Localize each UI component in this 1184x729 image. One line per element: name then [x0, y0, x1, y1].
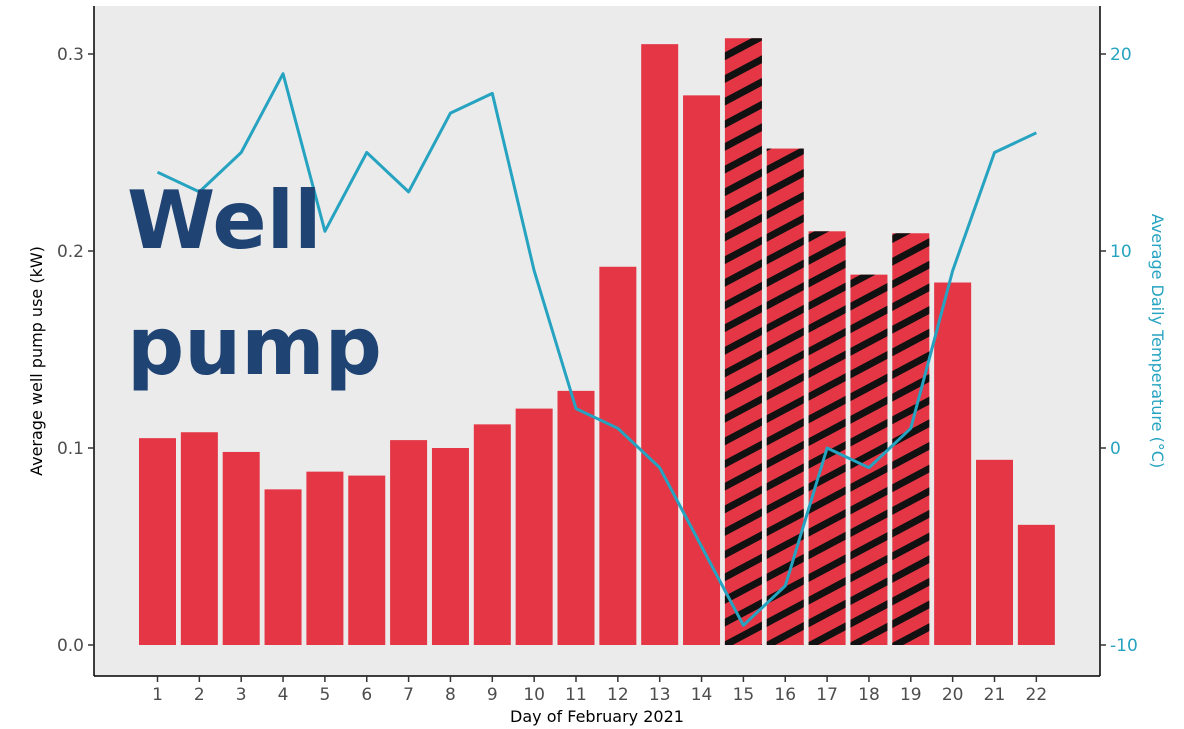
y-tick-label: 0.3: [57, 45, 84, 65]
bar: [599, 266, 637, 645]
bar: [515, 408, 553, 645]
y2-axis-title: Average Daily Temperature (°C): [1148, 214, 1167, 468]
x-tick-label: 13: [649, 685, 671, 705]
bar: [976, 459, 1013, 645]
bar-hatch: [808, 231, 846, 646]
bar: [557, 390, 595, 645]
x-tick-label: 12: [607, 685, 629, 705]
temperature-line: [156, 72, 1037, 627]
x-axis-ticks: 1 2 3 4 5 6 7 8 9 10 11 12 13 14 15 16 17 18 19 20 21 22: [152, 676, 1047, 705]
y-axis-title: Average well pump use (kW): [27, 246, 46, 476]
y2-tick-label: 0: [1110, 439, 1121, 459]
y2-tick-label: 10: [1110, 242, 1132, 262]
bar: [431, 448, 469, 645]
x-tick-label: 21: [984, 685, 1006, 705]
x-tick-label: 1: [152, 685, 163, 705]
x-tick-label: 5: [319, 685, 330, 705]
bar: [348, 475, 386, 645]
x-tick-label: 4: [278, 685, 289, 705]
bar-series: [139, 38, 1055, 646]
x-tick-label: 19: [900, 685, 922, 705]
overlay-label-line-1: Well: [127, 174, 322, 267]
bar: [180, 432, 218, 645]
x-tick-label: 18: [858, 685, 880, 705]
bar-hatch: [850, 274, 888, 645]
y-tick-label: 0.2: [57, 242, 84, 262]
x-axis-title: Day of February 2021: [510, 707, 684, 726]
x-tick-label: 17: [816, 685, 838, 705]
plot-panel: [94, 6, 1100, 676]
temperature-series: [156, 72, 1037, 627]
overlay-label-line-2: pump: [127, 300, 382, 393]
x-tick-label: 10: [523, 685, 545, 705]
bar: [139, 438, 176, 645]
x-tick-label: 7: [403, 685, 414, 705]
y2-tick-label: -10: [1110, 636, 1138, 656]
bar: [390, 440, 428, 645]
bar: [641, 44, 679, 645]
y2-axis-ticks: -10 0 10 20: [1100, 45, 1138, 656]
y-tick-label: 0.1: [57, 439, 84, 459]
bar: [1017, 524, 1055, 645]
bar: [264, 489, 302, 645]
x-tick-label: 8: [445, 685, 456, 705]
x-tick-label: 15: [733, 685, 755, 705]
x-tick-label: 20: [942, 685, 964, 705]
x-tick-label: 16: [774, 685, 796, 705]
bar: [222, 451, 260, 645]
x-tick-label: 3: [236, 685, 247, 705]
bar: [683, 95, 721, 646]
bar: [934, 282, 972, 645]
x-tick-label: 14: [691, 685, 713, 705]
bar: [306, 471, 344, 645]
bar-hatch: [766, 148, 804, 645]
x-tick-label: 22: [1026, 685, 1048, 705]
y-tick-label: 0.0: [57, 636, 84, 656]
x-tick-label: 9: [487, 685, 498, 705]
x-tick-label: 2: [194, 685, 205, 705]
y-axis-ticks: 0.0 0.1 0.2 0.3: [57, 45, 94, 656]
y2-tick-label: 20: [1110, 45, 1132, 65]
bar-hatch: [724, 38, 762, 646]
bar: [473, 424, 511, 645]
x-tick-label: 6: [361, 685, 372, 705]
x-tick-label: 11: [565, 685, 587, 705]
